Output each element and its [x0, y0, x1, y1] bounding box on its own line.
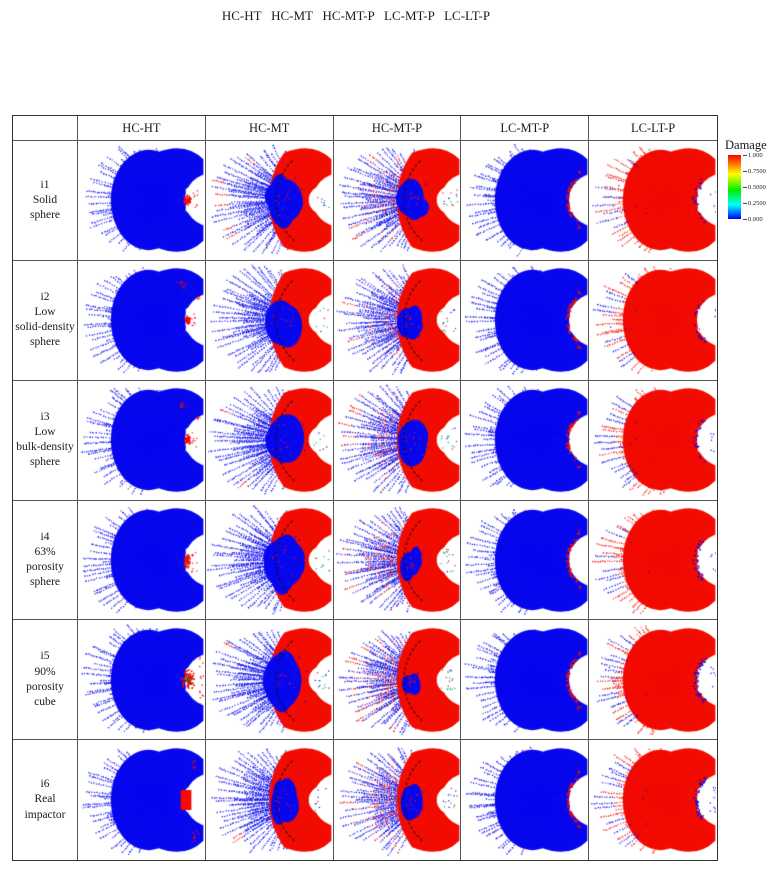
- figure-table: HC-HT HC-MT HC-MT-P LC-MT-P LC-LT-P i1 Solid …: [12, 115, 718, 861]
- plot-cell-i3-hc-mt: [205, 380, 334, 501]
- plot-i2-hc-mt-p: [333, 261, 460, 380]
- row-label-i2: i2 Low solid-density sphere: [13, 260, 78, 381]
- plot-i2-hc-ht: [78, 261, 205, 380]
- plot-cell-i2-lc-mt-p: [461, 260, 590, 381]
- colorbar-tick-mark: [743, 219, 747, 221]
- colorbar-gradient: [728, 155, 741, 219]
- plot-cell-i5-hc-ht: [78, 620, 206, 741]
- colorbar-tick-mark: [743, 155, 747, 157]
- colorbar-tick-label: 0.2500: [743, 200, 766, 207]
- plot-cell-i2-hc-mt-p: [333, 260, 462, 381]
- column-header-hc-ht: HC-HT: [78, 116, 206, 141]
- plot-cell-i1-hc-mt: [205, 141, 334, 261]
- plot-i6-lc-lt-p: [590, 741, 717, 860]
- plot-i4-lc-mt-p: [461, 500, 588, 619]
- plot-i6-hc-ht: [78, 741, 205, 860]
- plot-cell-i2-hc-mt: [205, 260, 334, 381]
- table-corner-cell: [13, 116, 78, 141]
- plot-i2-hc-mt: [206, 261, 333, 380]
- plot-cell-i6-hc-ht: [78, 740, 206, 860]
- plot-cell-i4-lc-lt-p: [589, 500, 717, 621]
- plot-cell-i6-hc-mt: [205, 740, 334, 860]
- colorbar-tick-mark: [743, 203, 747, 205]
- plot-cell-i4-hc-mt: [205, 500, 334, 621]
- plot-i6-hc-mt: [206, 741, 333, 860]
- plot-i6-lc-mt-p: [461, 741, 588, 860]
- plot-i3-hc-ht: [78, 381, 205, 500]
- plot-i3-lc-lt-p: [590, 381, 717, 500]
- plot-cell-i5-hc-mt-p: [333, 620, 462, 741]
- plot-i5-lc-lt-p: [590, 620, 717, 739]
- plot-cell-i5-lc-mt-p: [461, 620, 590, 741]
- row-label-i5: i5 90% porosity cube: [13, 620, 78, 741]
- plot-i4-hc-mt-p: [333, 500, 460, 619]
- plot-i5-hc-ht: [78, 620, 205, 739]
- plot-cell-i4-hc-mt-p: [333, 500, 462, 621]
- plot-i3-hc-mt-p: [333, 381, 460, 500]
- plot-cell-i6-hc-mt-p: [333, 740, 462, 860]
- colorbar-tick-mark: [743, 187, 747, 189]
- column-header-lc-mt-p: LC-MT-P: [461, 116, 590, 141]
- row-label-i1: i1 Solid sphere: [13, 141, 78, 261]
- plot-cell-i3-lc-mt-p: [461, 380, 590, 501]
- colorbar-tick-label: 0.7500: [743, 168, 766, 175]
- colorbar-tick-label: 0.000: [743, 216, 763, 223]
- plot-i5-hc-mt: [206, 620, 333, 739]
- plot-i1-lc-lt-p: [590, 141, 717, 260]
- plot-cell-i4-hc-ht: [78, 500, 206, 621]
- plot-cell-i1-lc-mt-p: [461, 141, 590, 261]
- plot-cell-i3-hc-ht: [78, 380, 206, 501]
- colorbar-title: Damage: [725, 138, 767, 152]
- plot-i4-hc-ht: [78, 500, 205, 619]
- plot-cell-i3-lc-lt-p: [589, 380, 717, 501]
- plot-cell-i4-lc-mt-p: [461, 500, 590, 621]
- colorbar: Damage 1.000 0.7500 0.5000 0.2500 0.000: [724, 138, 768, 248]
- plot-i1-hc-ht: [78, 141, 205, 260]
- row-label-i3: i3 Low bulk-density sphere: [13, 380, 78, 501]
- plot-i2-lc-lt-p: [590, 261, 717, 380]
- plot-cell-i2-hc-ht: [78, 260, 206, 381]
- plot-cell-i5-hc-mt: [205, 620, 334, 741]
- plot-cell-i3-hc-mt-p: [333, 380, 462, 501]
- plot-cell-i6-lc-mt-p: [461, 740, 590, 860]
- plot-i6-hc-mt-p: [333, 741, 460, 860]
- row-label-i4: i4 63% porosity sphere: [13, 500, 78, 621]
- plot-cell-i5-lc-lt-p: [589, 620, 717, 741]
- plot-i4-lc-lt-p: [590, 500, 717, 619]
- plot-i1-hc-mt-p: [333, 141, 460, 260]
- plot-cell-i2-lc-lt-p: [589, 260, 717, 381]
- plot-cell-i1-lc-lt-p: [589, 141, 717, 261]
- row-label-i6: i6 Real impactor: [13, 740, 78, 860]
- plot-i5-hc-mt-p: [333, 620, 460, 739]
- column-header-hc-mt-p: HC-MT-P: [333, 116, 462, 141]
- plot-i1-lc-mt-p: [461, 141, 588, 260]
- colorbar-tick-label: 1.000: [743, 152, 763, 159]
- column-header-hc-mt: HC-MT: [205, 116, 334, 141]
- colorbar-tick-mark: [743, 171, 747, 173]
- plot-i2-lc-mt-p: [461, 261, 588, 380]
- plot-cell-i6-lc-lt-p: [589, 740, 717, 860]
- plot-cell-i1-hc-ht: [78, 141, 206, 261]
- column-header-lc-lt-p: LC-LT-P: [589, 116, 717, 141]
- figure-caption: HC-HT HC-MT HC-MT-P LC-MT-P LC-LT-P: [221, 8, 491, 23]
- plot-i3-lc-mt-p: [461, 381, 588, 500]
- plot-i5-lc-mt-p: [461, 620, 588, 739]
- plot-i4-hc-mt: [206, 500, 333, 619]
- colorbar-tick-label: 0.5000: [743, 184, 766, 191]
- plot-cell-i1-hc-mt-p: [333, 141, 462, 261]
- plot-i1-hc-mt: [206, 141, 333, 260]
- plot-i3-hc-mt: [206, 381, 333, 500]
